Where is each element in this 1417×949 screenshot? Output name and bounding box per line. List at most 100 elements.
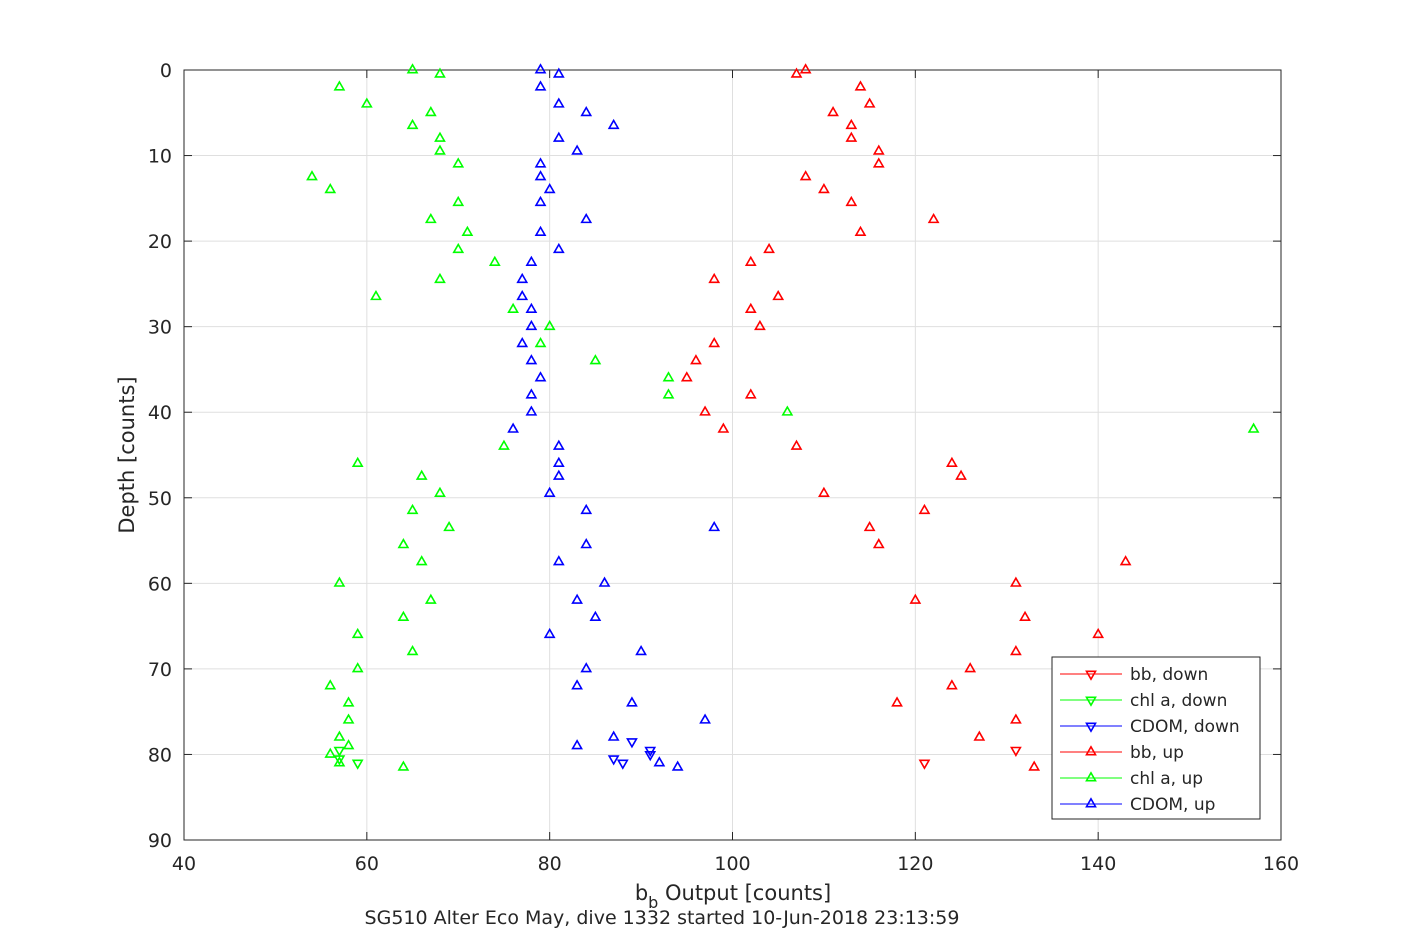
point-bb-up xyxy=(918,503,931,515)
point-bb-up xyxy=(818,486,830,497)
point-chl-a-up xyxy=(342,739,355,750)
point-chl-a-up xyxy=(434,272,446,284)
point-cdom-up xyxy=(552,67,565,78)
point-bb-up xyxy=(754,319,766,331)
point-chl-a-up xyxy=(351,456,364,468)
point-cdom-up xyxy=(525,354,538,365)
point-bb-up xyxy=(946,456,958,468)
point-chl-a-up xyxy=(406,645,419,656)
point-bb-up xyxy=(1010,576,1022,587)
point-cdom-down xyxy=(644,746,657,757)
point-cdom-down xyxy=(607,755,620,766)
point-cdom-up xyxy=(607,730,620,741)
point-chl-a-up xyxy=(415,555,428,566)
point-cdom-up xyxy=(699,713,711,724)
point-cdom-up xyxy=(552,555,565,566)
point-cdom-up xyxy=(543,486,556,497)
point-cdom-up xyxy=(580,662,593,673)
point-chl-a-up xyxy=(360,97,373,108)
legend-entry-label: CDOM, up xyxy=(1130,795,1215,815)
point-cdom-down xyxy=(626,738,638,749)
point-cdom-up xyxy=(525,388,538,399)
x-axis-label-rest: Output [counts] xyxy=(658,881,831,905)
point-bb-up xyxy=(964,662,977,673)
y-tick-label: 40 xyxy=(148,402,172,424)
point-chl-a-up xyxy=(452,242,465,254)
point-cdom-up xyxy=(534,371,547,382)
point-bb-up xyxy=(854,80,867,91)
point-chl-a-up xyxy=(324,183,337,194)
point-cdom-up xyxy=(534,63,547,74)
point-chl-a-up xyxy=(543,319,556,331)
point-bb-up xyxy=(744,388,757,399)
point-chl-a-up xyxy=(333,730,346,741)
legend-marker xyxy=(1085,797,1097,808)
axis-labels: Depth [counts] bb Output [counts] SG510 … xyxy=(115,376,959,929)
point-bb-up xyxy=(1092,627,1105,639)
point-chl-a-up xyxy=(443,520,455,532)
point-bb-up xyxy=(708,272,721,284)
point-cdom-up xyxy=(552,469,565,480)
point-bb-up xyxy=(818,183,830,194)
point-cdom-up xyxy=(525,302,538,314)
point-bb-up xyxy=(744,302,757,314)
point-chl-a-up xyxy=(342,713,355,724)
x-axis-label-subscript: b xyxy=(648,893,658,912)
point-bb-up xyxy=(690,354,702,365)
x-tick-label: 60 xyxy=(355,853,379,875)
point-bb-up xyxy=(708,337,721,348)
point-chl-a-down xyxy=(333,746,346,757)
y-tick-label: 20 xyxy=(148,231,172,253)
y-tick-label: 30 xyxy=(148,317,172,339)
point-chl-a-down xyxy=(351,759,364,770)
legend-marker xyxy=(1085,722,1097,733)
x-axis-label-main: b xyxy=(635,881,648,905)
point-cdom-up xyxy=(525,405,538,416)
point-cdom-up xyxy=(516,337,529,348)
y-tick-label: 90 xyxy=(148,830,172,852)
point-chl-a-up xyxy=(324,679,337,690)
point-chl-a-up xyxy=(589,354,602,365)
point-cdom-up xyxy=(507,422,519,433)
point-bb-up xyxy=(799,63,812,74)
point-bb-up xyxy=(1119,555,1132,566)
point-cdom-up xyxy=(671,760,684,771)
point-chl-a-up xyxy=(434,67,446,78)
point-chl-a-up xyxy=(397,610,410,622)
point-chl-a-up xyxy=(1247,422,1260,433)
legend-marker xyxy=(1085,745,1097,756)
point-cdom-up xyxy=(653,756,666,767)
point-chl-a-up xyxy=(370,289,382,301)
point-bb-up xyxy=(845,118,858,130)
point-bb-up xyxy=(744,255,757,266)
point-cdom-up xyxy=(607,118,620,130)
point-bb-up xyxy=(1028,760,1041,771)
point-cdom-down xyxy=(644,750,657,762)
point-cdom-up xyxy=(635,645,647,656)
x-tick-label: 160 xyxy=(1263,853,1299,875)
legend-marker xyxy=(1085,771,1097,782)
plot-frame xyxy=(183,69,1282,841)
point-bb-up xyxy=(927,212,940,224)
point-cdom-up xyxy=(598,576,611,587)
point-bb-up xyxy=(872,538,885,549)
axes xyxy=(183,69,1282,841)
point-cdom-up xyxy=(552,131,565,142)
point-chl-a-up xyxy=(507,302,519,314)
y-axis-label: Depth [counts] xyxy=(115,376,139,533)
legend-box xyxy=(1051,656,1261,820)
y-tick-label: 10 xyxy=(148,146,172,168)
point-bb-up xyxy=(772,289,785,301)
point-chl-a-up xyxy=(662,388,675,399)
x-axis-label: bb Output [counts] xyxy=(635,881,831,912)
point-cdom-up xyxy=(552,456,565,468)
point-cdom-up xyxy=(580,212,593,224)
point-bb-up xyxy=(845,195,858,207)
y-tick-label: 70 xyxy=(148,659,172,681)
point-chl-a-up xyxy=(434,131,446,142)
y-tick-label: 60 xyxy=(148,573,172,595)
point-cdom-up xyxy=(708,520,721,532)
point-chl-a-up xyxy=(406,63,419,74)
legend-entry-label: CDOM, down xyxy=(1130,717,1240,737)
